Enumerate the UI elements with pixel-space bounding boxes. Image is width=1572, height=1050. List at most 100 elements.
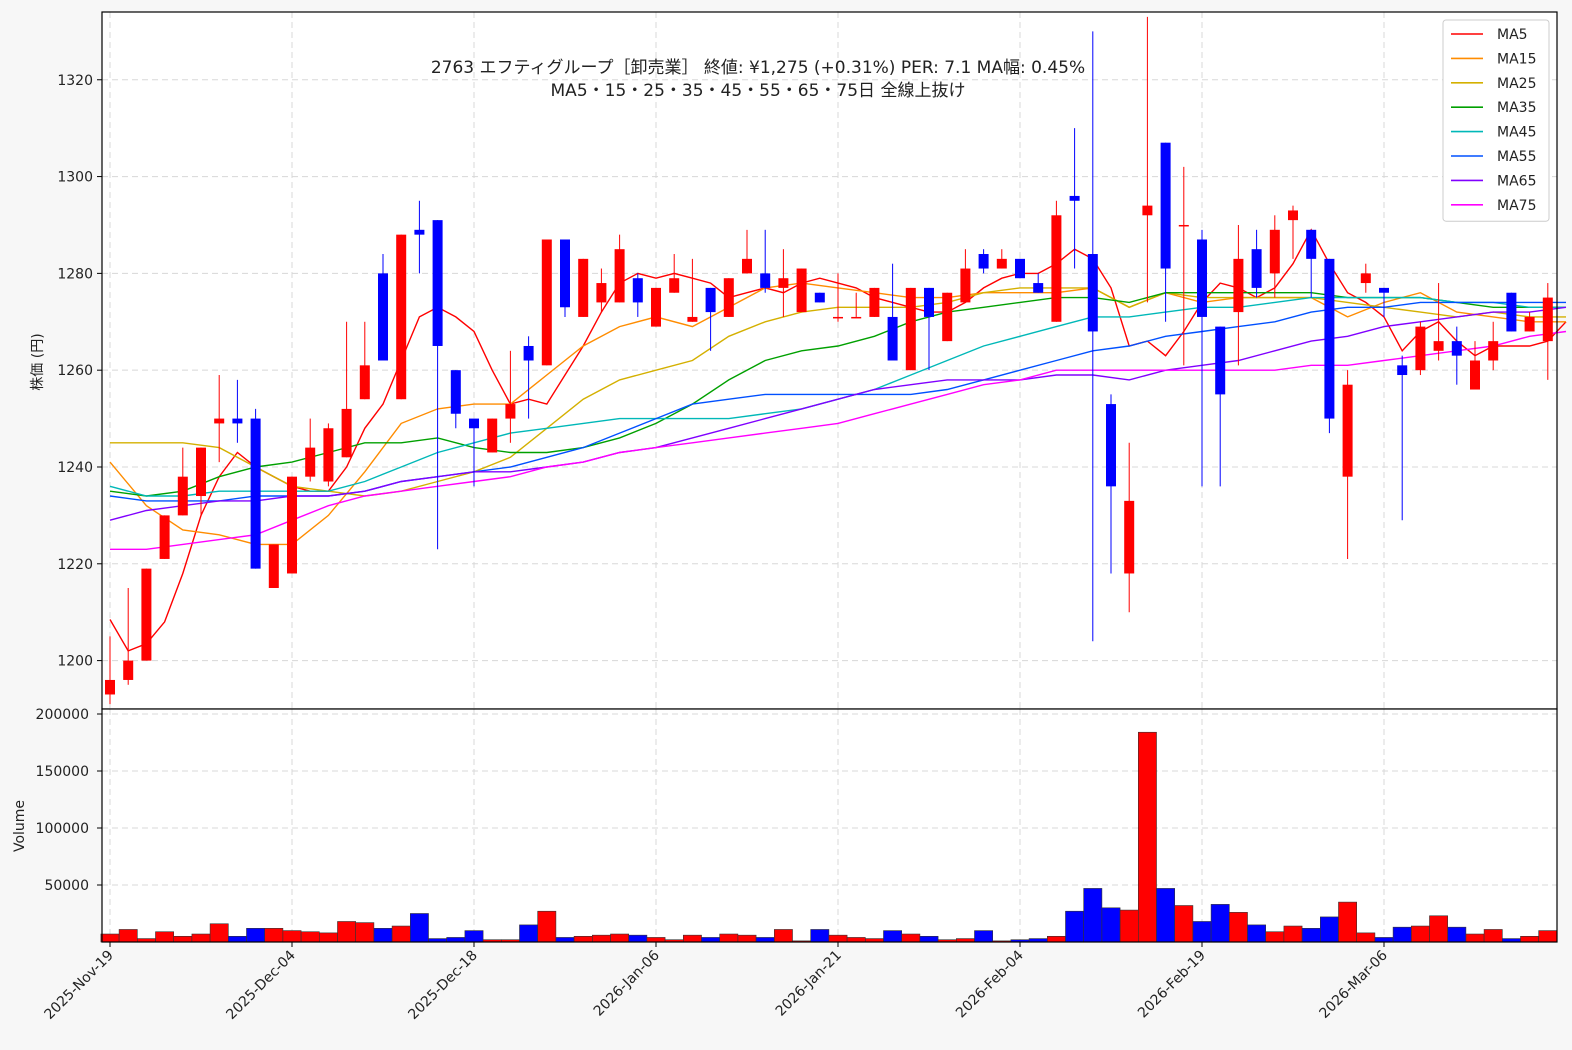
price-tick-label: 1300 <box>57 170 93 186</box>
candle-body <box>1306 229 1317 259</box>
candle-body <box>232 418 243 424</box>
volume-bar <box>318 932 338 943</box>
volume-bar <box>1392 926 1412 943</box>
candle-body <box>323 428 334 482</box>
legend-label: MA35 <box>1497 100 1536 116</box>
candle-body <box>723 278 734 317</box>
candle-body <box>396 234 407 400</box>
candlesticks <box>105 16 1553 705</box>
candle-body <box>1269 229 1280 274</box>
volume-bar <box>337 921 357 943</box>
candle-body <box>378 273 388 361</box>
candle-body <box>578 258 589 317</box>
candle-body <box>1197 239 1207 317</box>
candle-body <box>1488 341 1499 361</box>
candle-body <box>614 249 625 303</box>
volume-bar <box>682 934 702 943</box>
volume-bar <box>1338 901 1358 943</box>
candle-body <box>651 287 661 327</box>
volume-tick-label: 100000 <box>36 821 89 837</box>
ma-line-ma35 <box>109 292 1566 497</box>
volume-bar <box>1101 907 1121 943</box>
volume-bar <box>264 928 284 943</box>
candle-body <box>541 239 552 366</box>
volume-bar <box>974 930 994 943</box>
candle-body <box>469 418 479 429</box>
price-plot-area <box>102 12 1557 709</box>
volume-bars <box>100 731 1558 943</box>
volume-grid <box>102 709 1557 942</box>
volume-bar <box>1447 926 1467 943</box>
volume-bar <box>409 913 429 943</box>
volume-bar <box>1174 905 1194 943</box>
candle-body <box>1233 258 1244 313</box>
volume-bar <box>1138 731 1157 943</box>
candle-body <box>523 345 534 361</box>
candle-body <box>796 268 807 313</box>
candle-body <box>1288 210 1298 221</box>
candle-body <box>1506 292 1517 332</box>
candle-body <box>123 660 134 680</box>
legend-label: MA65 <box>1497 173 1536 189</box>
legend-label: MA25 <box>1497 76 1536 92</box>
volume-bar <box>810 929 830 943</box>
volume-bar <box>737 934 757 943</box>
candle-body <box>1124 500 1135 574</box>
volume-bar <box>1483 929 1503 943</box>
candle-body <box>942 292 953 342</box>
candle-body <box>814 292 825 303</box>
volume-axis-label: Volume <box>12 800 28 852</box>
candle-body <box>105 679 115 695</box>
volume-bar <box>628 934 648 943</box>
volume-bar <box>355 922 375 943</box>
volume-bar <box>1192 921 1212 943</box>
volume-bar <box>537 910 557 943</box>
volume-bar <box>1247 924 1267 943</box>
volume-bar <box>828 934 848 943</box>
candle-body <box>1215 326 1226 395</box>
candle-body <box>1451 341 1462 356</box>
legend: MA5 MA15 MA25 MA35 MA45 MA55 MA65 MA75 <box>1442 19 1550 222</box>
candle-body <box>1360 273 1371 284</box>
legend-label: MA5 <box>1497 27 1528 43</box>
candle-body <box>851 316 862 319</box>
candle-body <box>596 283 607 303</box>
candle-body <box>996 258 1007 269</box>
candle-body <box>1397 365 1408 376</box>
volume-bar <box>901 933 921 943</box>
volume-bar <box>883 930 903 943</box>
candle-body <box>1379 287 1389 293</box>
volume-bar <box>846 937 866 943</box>
candle-body <box>887 316 898 361</box>
candle-body <box>1160 142 1171 269</box>
candle-body <box>159 515 170 559</box>
candle-body <box>632 278 643 303</box>
volume-bar <box>1229 912 1248 943</box>
price-grid <box>102 12 1557 709</box>
volume-bar <box>1429 915 1449 943</box>
candle-body <box>778 278 789 288</box>
price-tick-label: 1220 <box>57 557 93 573</box>
candle-body <box>1106 404 1116 487</box>
volume-bar <box>1047 935 1066 943</box>
volume-bar <box>555 937 575 943</box>
volume-bar <box>1156 888 1176 943</box>
volume-tick-label: 50000 <box>44 878 89 894</box>
candle-body <box>1251 249 1262 288</box>
volume-tick-label: 150000 <box>36 764 89 780</box>
chart-title-line2: MA5・15・25・35・45・55・65・75日 全線上抜け <box>551 81 966 101</box>
candle-body <box>1015 258 1025 279</box>
legend-label: MA55 <box>1497 149 1536 165</box>
candle-body <box>1069 195 1080 201</box>
volume-bar <box>755 937 775 943</box>
candle-body <box>305 447 316 477</box>
volume-bar <box>591 934 611 943</box>
candle-body <box>833 316 843 319</box>
price-tick-label: 1200 <box>57 654 93 670</box>
candle-body <box>250 418 261 569</box>
candle-body <box>760 273 771 288</box>
volume-bar <box>701 937 721 943</box>
volume-bar <box>1520 935 1540 943</box>
candle-body <box>487 418 498 453</box>
